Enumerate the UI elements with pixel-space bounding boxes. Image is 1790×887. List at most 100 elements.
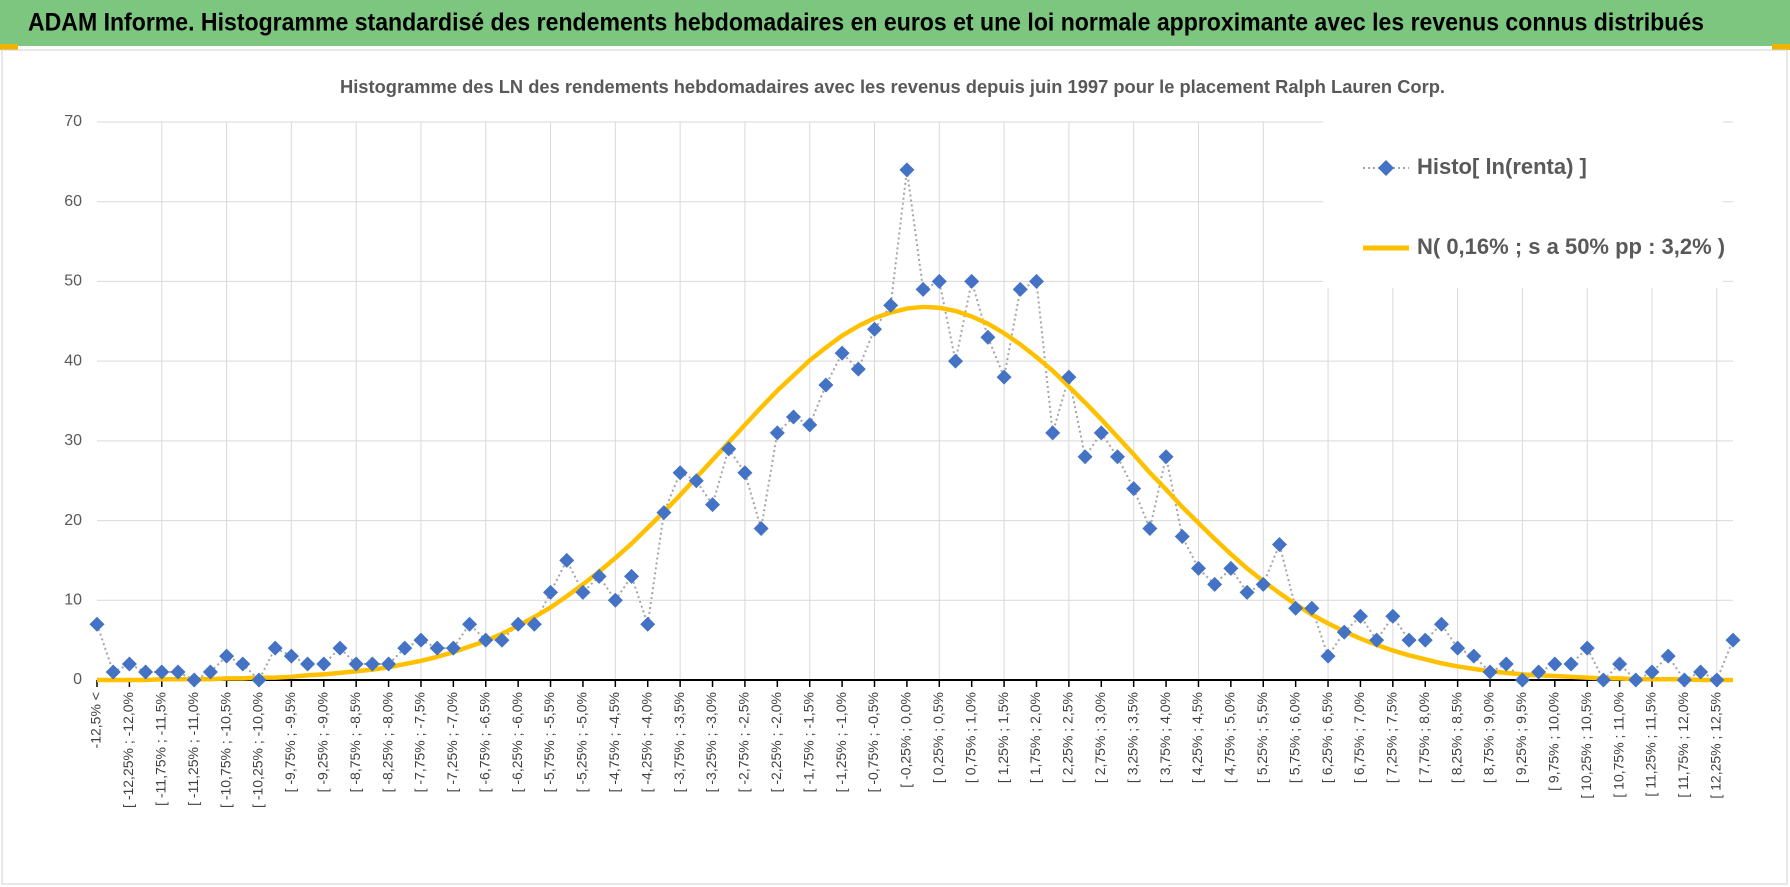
y-tick-label: 70 [64,113,82,130]
marker [1239,584,1255,600]
y-tick-label: 60 [64,193,82,210]
marker [802,417,818,433]
x-tick-label: [ -1,75% ; -1,5% [800,692,816,792]
marker [1595,672,1611,688]
legend-box [1323,118,1723,288]
marker [867,321,883,337]
x-tick-label: [ -9,25% ; -9,0% [314,692,330,792]
marker [267,640,283,656]
marker [834,345,850,361]
x-tick-label: [ -4,25% ; -4,0% [638,692,654,792]
marker [1693,664,1709,680]
marker [494,632,510,648]
x-tick-label: [ -5,25% ; -5,0% [574,692,590,792]
marker [850,361,866,377]
marker [883,297,899,313]
x-tick-label: [ 11,75% ; 12,0% [1675,692,1691,798]
marker [575,584,591,600]
marker [462,616,478,632]
header-title: ADAM Informe. Histogramme standardisé de… [28,9,1704,37]
marker [478,632,494,648]
marker [1385,608,1401,624]
marker [721,441,737,457]
chart-title: Histogramme des LN des rendements hebdom… [340,77,1445,97]
marker [1045,425,1061,441]
marker [737,465,753,481]
marker [332,640,348,656]
marker [931,273,947,289]
marker [348,656,364,672]
marker [705,497,721,513]
marker [138,664,154,680]
marker [1028,273,1044,289]
marker [186,672,202,688]
marker [1514,672,1530,688]
y-tick-label: 40 [64,352,82,369]
marker [170,664,186,680]
marker [300,656,316,672]
marker [397,640,413,656]
x-tick-label: [ -0,75% ; -0,5% [865,692,881,792]
marker [1417,632,1433,648]
marker [1288,600,1304,616]
marker [219,648,235,664]
marker [121,656,137,672]
marker [1093,425,1109,441]
x-tick-label: [ -2,75% ; -2,5% [736,692,752,792]
x-tick-label: [ 6,25% ; 6,5% [1319,692,1335,783]
marker [1207,576,1223,592]
x-tick-label: [ 8,25% ; 8,5% [1448,692,1464,783]
marker [1547,656,1563,672]
marker [1336,624,1352,640]
x-tick-label: [ 3,25% ; 3,5% [1124,692,1140,783]
x-tick-label: [ -3,25% ; -3,0% [703,692,719,792]
marker [996,369,1012,385]
marker [1352,608,1368,624]
marker [381,656,397,672]
marker [640,616,656,632]
x-tick-label: [ 1,75% ; 2,0% [1027,692,1043,783]
marker [510,616,526,632]
y-tick-label: 30 [64,432,82,449]
marker [235,656,251,672]
marker [980,329,996,345]
marker [154,664,170,680]
x-tick-label: [ -2,25% ; -2,0% [768,692,784,792]
marker [1158,449,1174,465]
x-tick-label: [ 9,25% ; 9,5% [1513,692,1529,783]
marker [364,656,380,672]
x-tick-label: [ -8,75% ; -8,5% [347,692,363,792]
marker [1255,576,1271,592]
legend-label: N( 0,16% ; s a 50% pp : 3,2% ) [1417,234,1725,259]
marker [1579,640,1595,656]
x-tick-label: -12,5% < [88,692,104,748]
x-tick-label: [ -6,25% ; -6,0% [509,692,525,792]
marker [1190,560,1206,576]
corner-mark [1772,44,1790,50]
marker [1401,632,1417,648]
x-tick-label: [ 7,75% ; 8,0% [1416,692,1432,783]
marker [1498,656,1514,672]
x-tick-label: [ 4,75% ; 5,0% [1222,692,1238,783]
x-tick-label: [ -12,25% ; -12,0% [120,692,136,808]
x-tick-label: [ 7,25% ; 7,5% [1384,692,1400,783]
marker [753,521,769,537]
x-tick-label: [ -4,75% ; -4,5% [606,692,622,792]
x-tick-label: [ 2,75% ; 3,0% [1092,692,1108,783]
y-tick-label: 20 [64,512,82,529]
marker [1660,648,1676,664]
marker [786,409,802,425]
marker [656,505,672,521]
x-tick-label: [ 4,25% ; 4,5% [1189,692,1205,783]
marker [543,584,559,600]
marker [1012,281,1028,297]
x-tick-label: [ 12,25% ; 12,5% [1708,692,1724,799]
x-tick-label: [ -5,75% ; -5,5% [541,692,557,792]
marker [1628,672,1644,688]
marker [769,425,785,441]
x-tick-label: [ -1,25% ; -1,0% [833,692,849,792]
marker [964,273,980,289]
legend-marker [1378,160,1394,176]
x-tick-label: [ -11,75% ; -11,5% [152,692,168,806]
